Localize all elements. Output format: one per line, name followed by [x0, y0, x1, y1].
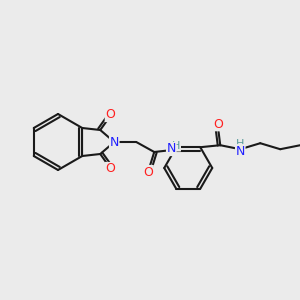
Text: N: N [110, 136, 119, 148]
Text: O: O [105, 163, 115, 176]
Text: H: H [172, 141, 180, 151]
Text: O: O [105, 109, 115, 122]
Text: H: H [236, 139, 244, 149]
Text: N: N [167, 142, 176, 155]
Text: O: O [213, 118, 223, 131]
Text: N: N [236, 145, 245, 158]
Text: O: O [143, 166, 153, 178]
